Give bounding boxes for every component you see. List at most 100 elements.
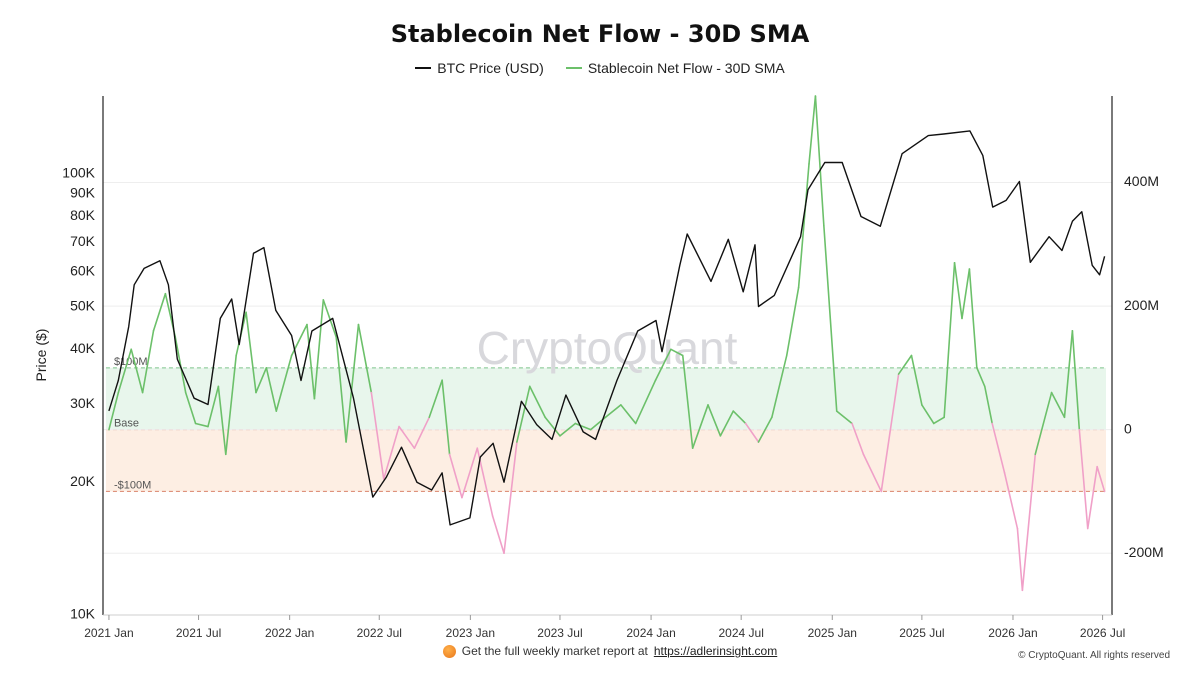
negative-band xyxy=(105,429,1107,492)
netflow-segment-41 xyxy=(604,404,622,419)
x-tick-10: 2026 Jan xyxy=(988,626,1037,640)
netflow-segment-53 xyxy=(771,354,788,419)
y-left-tick-2: 30K xyxy=(70,395,96,411)
netflow-segment-19 xyxy=(313,299,325,400)
netflow-segment-37 xyxy=(544,416,561,437)
netflow-segment-20 xyxy=(322,299,337,338)
netflow-segment-79 xyxy=(1063,329,1074,419)
netflow-segment-50 xyxy=(732,410,747,425)
netflow-series xyxy=(108,95,1106,592)
netflow-segment-61 xyxy=(862,453,883,493)
y-right-tick-3: 400M xyxy=(1124,173,1159,189)
y-left-tick-9: 100K xyxy=(62,164,95,180)
y-left-tick-6: 70K xyxy=(70,233,96,249)
netflow-segment-11 xyxy=(224,354,237,456)
netflow-segment-69 xyxy=(961,268,971,320)
netflow-segment-39 xyxy=(574,422,592,431)
legend-label-netflow: Stablecoin Net Flow - 30D SMA xyxy=(587,60,785,76)
netflow-segment-47 xyxy=(691,404,709,449)
netflow-segment-15 xyxy=(265,367,278,412)
netflow-segment-16 xyxy=(275,354,293,412)
netflow-segment-43 xyxy=(634,379,657,425)
netflow-segment-80 xyxy=(1071,329,1081,431)
y-right-tick-0: -200M xyxy=(1124,544,1164,560)
netflow-segment-4 xyxy=(152,292,167,332)
x-tick-2: 2022 Jan xyxy=(265,626,314,640)
band-label-lower: -$100M xyxy=(114,479,151,491)
netflow-segment-78 xyxy=(1050,391,1066,419)
netflow-segment-7 xyxy=(184,391,197,425)
grid-layer xyxy=(103,182,1112,554)
y-left-tick-5: 60K xyxy=(70,262,96,278)
netflow-segment-14 xyxy=(255,367,268,394)
legend-label-btc: BTC Price (USD) xyxy=(437,60,544,76)
footer-text: Get the full weekly market report at xyxy=(461,644,648,658)
netflow-segment-34 xyxy=(503,441,518,555)
netflow-segment-58 xyxy=(823,224,838,412)
netflow-segment-51 xyxy=(744,422,760,443)
netflow-segment-65 xyxy=(921,404,935,425)
netflow-segment-52 xyxy=(757,416,773,443)
netflow-segment-68 xyxy=(953,262,963,320)
netflow-segment-2 xyxy=(130,348,144,394)
y-left-tick-1: 20K xyxy=(70,473,96,489)
netflow-segment-74 xyxy=(1003,472,1019,530)
netflow-segment-71 xyxy=(976,367,986,388)
netflow-segment-66 xyxy=(932,416,945,425)
x-tick-0: 2021 Jan xyxy=(84,626,133,640)
ticks-layer: 10K 20K 30K 40K 50K 60K 70K 80K 90K 100K -200M 0 200… xyxy=(62,164,1163,640)
legend-item-btc[interactable]: BTC Price (USD) xyxy=(415,60,544,76)
netflow-segment-8 xyxy=(194,422,209,428)
netflow-segment-73 xyxy=(991,422,1006,474)
netflow-segment-76 xyxy=(1021,453,1037,592)
netflow-segment-77 xyxy=(1034,391,1053,456)
netflow-segment-36 xyxy=(528,385,546,419)
legend-swatch-btc xyxy=(415,67,432,69)
netflow-segment-33 xyxy=(491,515,505,555)
netflow-segment-29 xyxy=(441,379,451,456)
footer-link[interactable]: https://adlerinsight.com xyxy=(653,644,778,658)
bands-layer: $100M Base -$100M xyxy=(105,356,1107,492)
y-left-tick-7: 80K xyxy=(70,207,96,223)
netflow-segment-75 xyxy=(1016,527,1024,592)
x-tick-5: 2023 Jul xyxy=(537,626,582,640)
y-left-tick-0: 10K xyxy=(70,606,96,622)
x-tick-7: 2024 Jul xyxy=(718,626,763,640)
netflow-segment-57 xyxy=(814,95,825,227)
netflow-segment-64 xyxy=(910,354,923,406)
legend-swatch-netflow xyxy=(565,67,582,69)
netflow-segment-49 xyxy=(719,410,735,437)
y-left-tick-4: 50K xyxy=(70,297,96,313)
netflow-segment-63 xyxy=(897,354,913,375)
netflow-segment-42 xyxy=(620,404,637,425)
y-axis-left-label: Price ($) xyxy=(33,329,49,382)
netflow-segment-67 xyxy=(943,262,956,419)
netflow-segment-59 xyxy=(835,410,853,425)
netflow-segment-18 xyxy=(306,323,316,400)
legend-item-netflow[interactable]: Stablecoin Net Flow - 30D SMA xyxy=(565,60,785,76)
netflow-segment-81 xyxy=(1078,428,1089,530)
axes-layer xyxy=(102,96,1113,616)
netflow-segment-38 xyxy=(559,422,577,437)
netflow-segment-24 xyxy=(370,391,385,480)
netflow-segment-27 xyxy=(413,416,431,449)
netflow-segment-17 xyxy=(290,323,308,357)
netflow-segment-9 xyxy=(207,385,220,428)
y-right-tick-1: 0 xyxy=(1124,420,1132,436)
netflow-segment-10 xyxy=(217,385,227,456)
netflow-segment-70 xyxy=(968,268,978,369)
x-tick-4: 2023 Jan xyxy=(446,626,495,640)
netflow-segment-31 xyxy=(461,447,479,499)
netflow-segment-54 xyxy=(785,286,800,357)
netflow-segment-82 xyxy=(1086,465,1098,530)
band-label-upper: $100M xyxy=(114,356,148,368)
netflow-segment-3 xyxy=(141,329,155,394)
chart-title: Stablecoin Net Flow - 30D SMA xyxy=(390,20,810,48)
netflow-segment-30 xyxy=(448,453,463,499)
netflow-segment-56 xyxy=(808,95,817,165)
netflow-segment-55 xyxy=(797,163,810,289)
x-tick-1: 2021 Jul xyxy=(176,626,221,640)
netflow-segment-25 xyxy=(382,425,400,480)
footer: Get the full weekly market report at htt… xyxy=(0,644,1200,658)
